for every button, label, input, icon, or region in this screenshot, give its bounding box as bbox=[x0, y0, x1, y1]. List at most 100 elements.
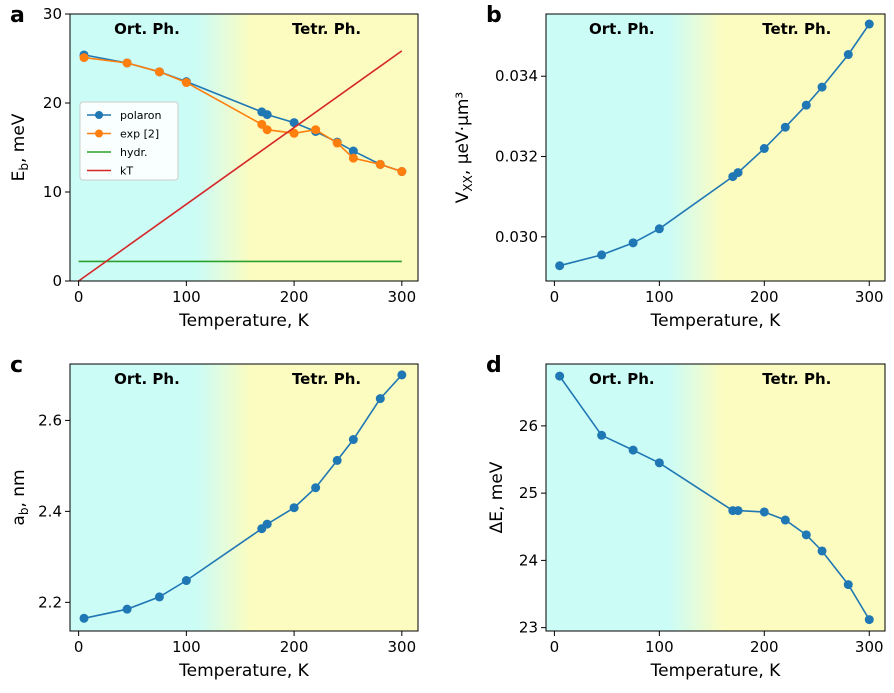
data-point bbox=[79, 53, 89, 63]
phase-transition-region bbox=[669, 364, 723, 631]
data-point bbox=[311, 125, 321, 135]
phase-transition-region bbox=[669, 14, 723, 281]
x-tick-label: 300 bbox=[855, 288, 884, 306]
data-point bbox=[597, 430, 607, 440]
data-point bbox=[817, 546, 827, 556]
series-data bbox=[555, 19, 874, 271]
panel-d: Ort. Ph. Tetr. Ph. d 0 100 200 300 23 24 25 26 Temp… bbox=[486, 353, 886, 681]
data-point bbox=[780, 122, 790, 132]
y-tick-label: 2.4 bbox=[38, 502, 62, 520]
y-axis-label: Eb, meV bbox=[9, 113, 31, 181]
x-axis-label: Temperature, K bbox=[178, 661, 309, 681]
data-point bbox=[181, 576, 191, 586]
data-point bbox=[348, 153, 358, 163]
series-line bbox=[558, 375, 870, 621]
ortho-phase-region bbox=[546, 364, 670, 631]
data-point bbox=[154, 67, 164, 77]
data-point bbox=[289, 128, 299, 138]
data-point bbox=[780, 515, 790, 525]
data-point bbox=[375, 394, 385, 404]
data-point bbox=[843, 580, 853, 590]
x-tick-label: 200 bbox=[280, 638, 309, 656]
y-tick-label: 24 bbox=[519, 551, 538, 569]
y-tick-label: 26 bbox=[519, 417, 538, 435]
x-tick-label: 100 bbox=[172, 638, 201, 656]
panel-a: Ort. Ph. Tetr. Ph. a 0 100 200 300 0 10 20 30 Tempe… bbox=[9, 3, 419, 331]
x-tick-label: 300 bbox=[388, 288, 417, 306]
data-point bbox=[628, 445, 638, 455]
data-point bbox=[348, 146, 358, 156]
data-point bbox=[843, 50, 853, 60]
y-tick-label: 10 bbox=[43, 183, 62, 201]
y-axis-label: ab, nm bbox=[9, 469, 31, 525]
data-point bbox=[759, 144, 769, 154]
data-point bbox=[311, 483, 321, 493]
data-point bbox=[555, 261, 565, 271]
series-data bbox=[79, 370, 407, 623]
panel-letter: a bbox=[10, 3, 25, 28]
x-tick-label: 300 bbox=[388, 638, 417, 656]
x-tick-label: 100 bbox=[645, 288, 674, 306]
data-point bbox=[628, 238, 638, 248]
panel-letter: b bbox=[486, 3, 502, 28]
phase-label-ortho: Ort. Ph. bbox=[589, 370, 655, 388]
data-point bbox=[154, 592, 164, 602]
axes-frame bbox=[69, 363, 419, 632]
data-point bbox=[289, 503, 299, 513]
ortho-phase-region bbox=[70, 364, 198, 631]
phase-transition-region bbox=[197, 364, 252, 631]
data-point bbox=[375, 159, 385, 169]
legend-label: exp [2] bbox=[120, 128, 159, 141]
data-point bbox=[289, 118, 299, 128]
x-axis-label: Temperature, K bbox=[178, 311, 309, 331]
data-point bbox=[79, 613, 89, 623]
y-tick-label: 30 bbox=[43, 5, 62, 23]
y-tick-label: 0.030 bbox=[495, 228, 538, 246]
phase-label-ortho: Ort. Ph. bbox=[114, 370, 180, 388]
data-point bbox=[262, 519, 272, 529]
panel-c: Ort. Ph. Tetr. Ph. c 0 100 200 300 2.2 2.4 2.6 Tem… bbox=[9, 353, 419, 681]
data-point bbox=[759, 507, 769, 517]
series-line bbox=[559, 23, 870, 267]
series-kt bbox=[78, 50, 403, 282]
y-tick-label: 20 bbox=[43, 94, 62, 112]
data-point bbox=[654, 458, 664, 468]
phase-label-tetra: Tetr. Ph. bbox=[292, 20, 361, 38]
axes-frame bbox=[69, 13, 419, 282]
x-tick-label: 200 bbox=[280, 288, 309, 306]
x-tick-label: 0 bbox=[74, 288, 84, 306]
tetra-phase-region bbox=[722, 14, 885, 281]
tetra-phase-region bbox=[251, 14, 418, 281]
data-point bbox=[122, 58, 132, 68]
legend-label: hydr. bbox=[120, 146, 147, 159]
y-tick-label: 23 bbox=[519, 619, 538, 637]
legend-entry: hydr. bbox=[87, 146, 147, 159]
y-tick-label: 0 bbox=[52, 272, 62, 290]
data-point bbox=[122, 604, 132, 614]
axes-frame bbox=[545, 13, 886, 282]
series-line bbox=[83, 56, 403, 173]
data-point bbox=[733, 168, 743, 178]
y-tick-label: 2.6 bbox=[38, 411, 62, 429]
legend-label: kT bbox=[120, 165, 133, 178]
x-tick-label: 0 bbox=[550, 638, 560, 656]
y-tick-label: 0.032 bbox=[495, 148, 538, 166]
data-point bbox=[262, 125, 272, 135]
tetra-phase-region bbox=[722, 364, 885, 631]
series-exp-2 bbox=[79, 53, 407, 177]
data-point bbox=[801, 100, 811, 110]
phase-label-tetra: Tetr. Ph. bbox=[292, 370, 361, 388]
x-axis-label: Temperature, K bbox=[650, 661, 781, 681]
y-axis-label: VXX, μeV·μm³ bbox=[453, 92, 475, 203]
y-tick-label: 2.2 bbox=[38, 593, 62, 611]
data-point bbox=[262, 110, 272, 120]
phase-label-ortho: Ort. Ph. bbox=[589, 20, 655, 38]
phase-transition-region bbox=[197, 14, 252, 281]
tetra-phase-region bbox=[251, 364, 418, 631]
phase-label-ortho: Ort. Ph. bbox=[114, 20, 180, 38]
phase-label-tetra: Tetr. Ph. bbox=[762, 370, 831, 388]
legend: polaron exp [2] hydr. kT bbox=[79, 101, 179, 181]
data-point bbox=[597, 250, 607, 260]
legend-entry: exp [2] bbox=[87, 128, 159, 141]
